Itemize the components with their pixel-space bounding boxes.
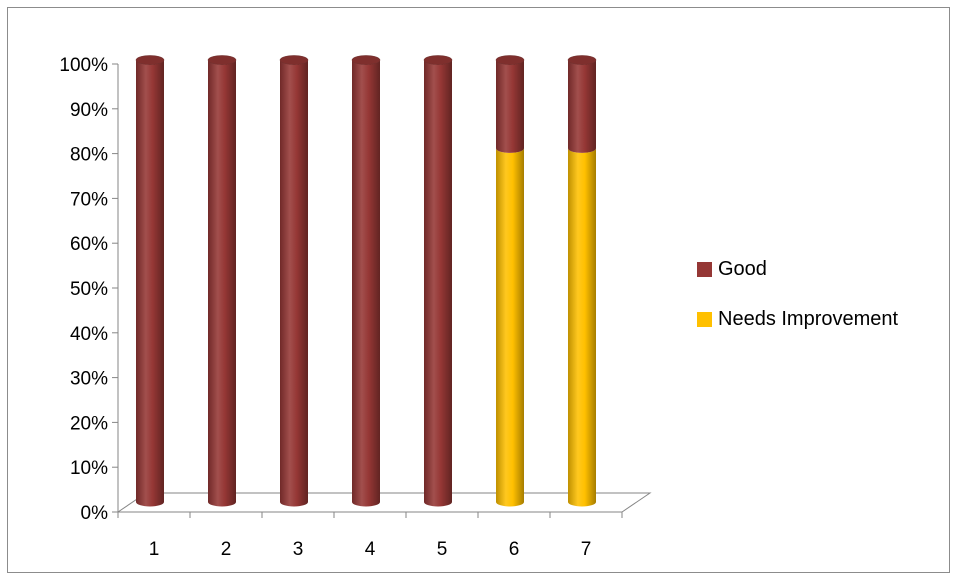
bar-top-3 xyxy=(279,55,309,65)
x-tick-label: 6 xyxy=(509,539,520,560)
y-tick-label: 40% xyxy=(70,324,108,345)
y-tick-label: 0% xyxy=(81,503,109,524)
x-tick-label: 5 xyxy=(437,539,448,560)
bar-good-5 xyxy=(424,60,452,507)
bar-needs-improvement-7 xyxy=(568,148,596,507)
legend-label-good: Good xyxy=(718,257,767,280)
y-tick-label: 20% xyxy=(70,413,108,434)
bar-good-4 xyxy=(352,60,380,507)
y-tick-label: 50% xyxy=(70,279,108,300)
y-tick-label: 100% xyxy=(59,55,108,76)
bar-good-1 xyxy=(136,60,164,507)
bar-top-1 xyxy=(135,55,165,65)
bar-good-6 xyxy=(496,60,524,153)
legend-swatch-needs-improvement xyxy=(697,311,712,327)
bar-good-3 xyxy=(280,60,308,507)
bar-top-7 xyxy=(567,55,597,65)
legend: Good Needs Improvement xyxy=(697,256,898,356)
chart-frame xyxy=(7,7,950,573)
y-tick-label: 70% xyxy=(70,189,108,210)
y-tick-label: 30% xyxy=(70,369,108,390)
bar-top-5 xyxy=(423,55,453,65)
x-tick-label: 1 xyxy=(149,539,160,560)
legend-label-needs-improvement: Needs Improvement xyxy=(718,307,899,330)
x-tick-label: 3 xyxy=(293,539,304,560)
bar-good-2 xyxy=(208,60,236,507)
bar-top-4 xyxy=(351,55,381,65)
legend-item-needs-improvement: Needs Improvement xyxy=(697,306,898,332)
y-tick-label: 80% xyxy=(70,145,108,166)
y-tick-label: 10% xyxy=(70,458,108,479)
y-tick-label: 90% xyxy=(70,100,108,121)
legend-item-good: Good xyxy=(697,256,898,282)
legend-swatch-good xyxy=(697,261,712,277)
x-tick-label: 4 xyxy=(365,539,376,560)
x-tick-label: 2 xyxy=(221,539,232,560)
bar-top-6 xyxy=(495,55,525,65)
bar-good-7 xyxy=(568,60,596,153)
x-tick-label: 7 xyxy=(581,539,592,560)
bar-needs-improvement-6 xyxy=(496,148,524,507)
bar-top-2 xyxy=(207,55,237,65)
y-tick-label: 60% xyxy=(70,234,108,255)
